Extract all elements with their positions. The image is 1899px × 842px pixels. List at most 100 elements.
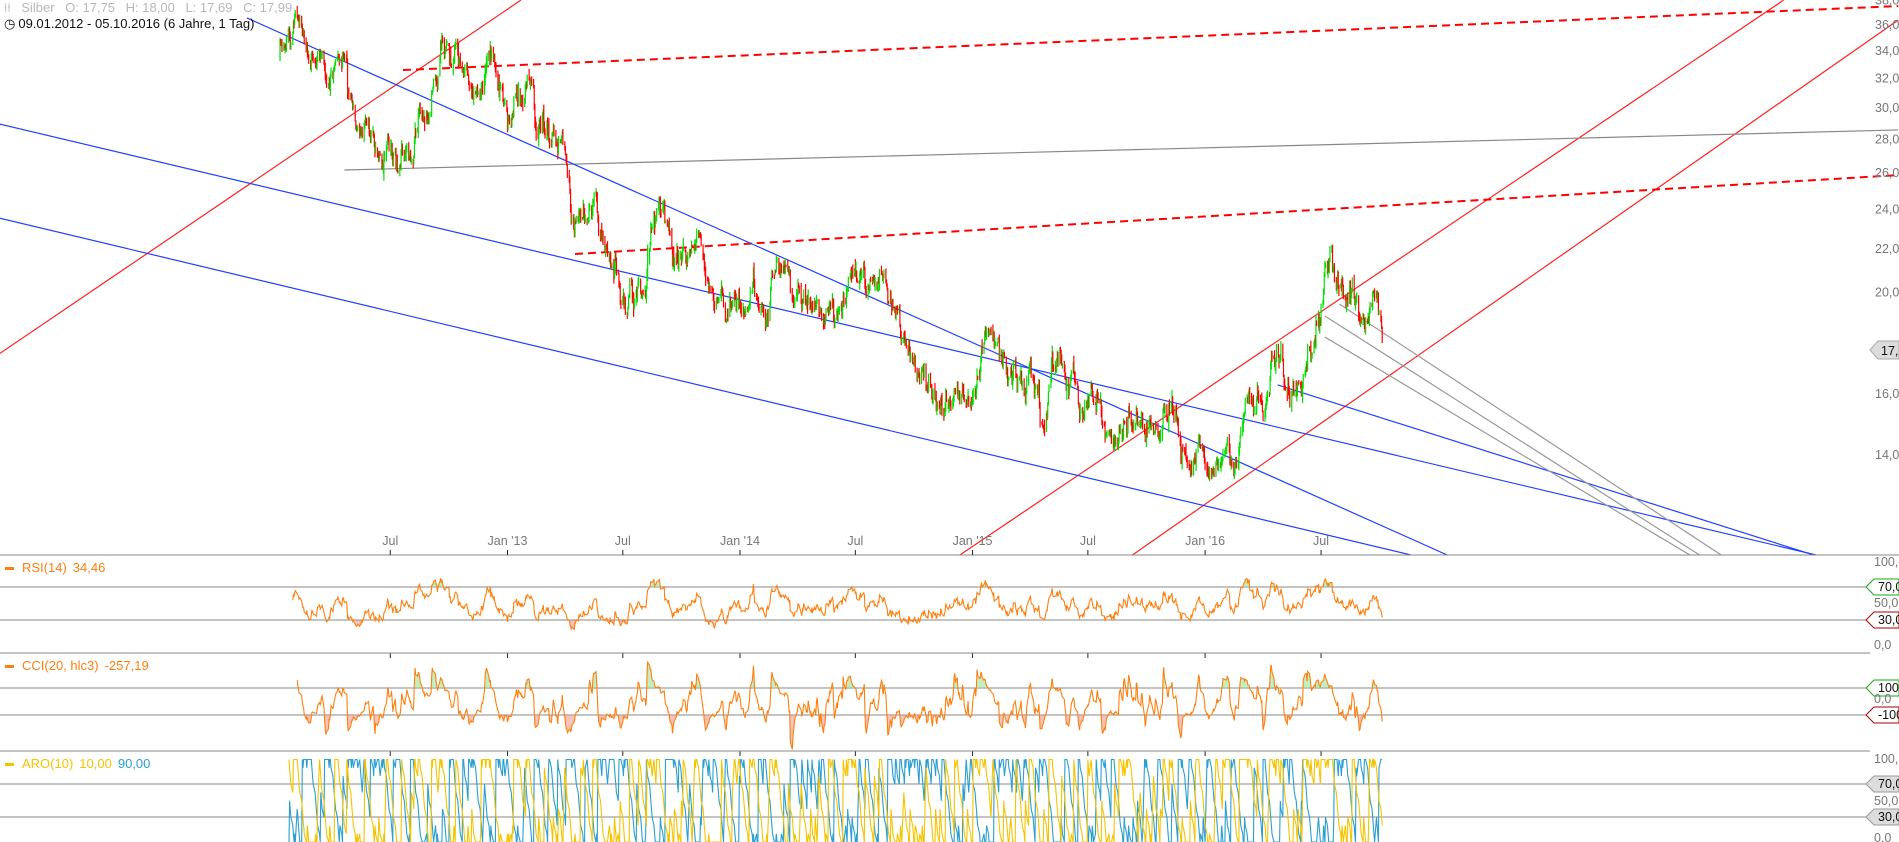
trendline: [1324, 336, 1691, 555]
rsi-line-fill: [1243, 578, 1250, 588]
level-tag-label: 30,0: [1878, 810, 1899, 824]
level-tag: [1865, 611, 1899, 629]
trendline: [1277, 384, 1814, 555]
level-tag: [1865, 808, 1899, 826]
trendline: [959, 0, 1784, 555]
cci-line-fill: [899, 715, 909, 727]
date-tick-label: Jan '15: [953, 534, 993, 548]
date-tick-label: Jul: [847, 534, 863, 548]
aroon-up-value: 10,00: [79, 756, 112, 771]
cci-line-fill: [976, 669, 987, 688]
price-tick-label: 16,00: [1875, 387, 1899, 401]
instrument-name: Silber: [21, 0, 55, 15]
date-tick-label: Jan '16: [1185, 534, 1225, 548]
level-tag: [1865, 706, 1899, 724]
indicator-level-label: 100,0: [1874, 555, 1899, 569]
price-tick-label: 28,00: [1875, 132, 1899, 146]
rsi-line-fill: [1323, 579, 1332, 588]
trendline: [344, 129, 1899, 171]
price-tick-label: 36,00: [1875, 18, 1899, 32]
cci-label: CCI(20, hlc3): [22, 658, 99, 673]
cci-line-fill: [771, 672, 777, 688]
date-range[interactable]: ◷ 09.01.2012 - 05.10.2016 (6 Jahre, 1 Tag…: [4, 16, 261, 32]
rsi-legend[interactable]: RSI(14) 34,46: [5, 560, 111, 575]
rsi-label: RSI(14): [22, 560, 67, 575]
trendline: [1132, 19, 1899, 555]
low-value: L: 17,69: [185, 0, 233, 15]
bar-chart-icon[interactable]: ⫮⫮: [4, 0, 11, 15]
last-price-marker: 17,99: [1869, 340, 1899, 360]
aroon-up-line: [288, 758, 1383, 842]
level-tag: [1865, 775, 1899, 793]
indicator-level-label: 50,0: [1874, 596, 1898, 610]
cci-line-fill: [431, 668, 437, 688]
date-tick-label: Jul: [382, 534, 398, 548]
cci-line-fill: [468, 715, 474, 724]
last-price-label: 17,99: [1881, 344, 1899, 358]
high-value: H: 18,00: [125, 0, 175, 15]
level-tag-label: 100,0: [1878, 681, 1899, 695]
price-tick-label: 30,00: [1875, 101, 1899, 115]
rsi-plot: [292, 577, 1383, 631]
trendline: [1324, 315, 1700, 555]
close-value: C: 17,99: [243, 0, 293, 15]
price-tick-label: 38,00: [1875, 0, 1899, 7]
rsi-line: [292, 577, 1383, 631]
cci-line-fill: [347, 715, 361, 732]
price-tick-label: 32,00: [1875, 72, 1899, 86]
indicator-level-label: 0,0: [1874, 638, 1891, 652]
rsi-swatch: [5, 567, 14, 571]
aroon-down-value: 90,00: [117, 756, 151, 771]
cci-line-fill: [564, 715, 575, 733]
date-tick-label: Jan '13: [488, 534, 528, 548]
cci-line-fill: [647, 662, 660, 688]
cci-line-fill: [750, 665, 754, 688]
rsi-line-fill: [1316, 584, 1319, 588]
cci-value: -257,19: [104, 658, 149, 673]
price-tick-label: 14,00: [1875, 448, 1899, 462]
aroon-down-line: [288, 758, 1383, 842]
cci-swatch: [5, 665, 14, 669]
price-bars: [279, 6, 1383, 482]
trendline: [246, 17, 1448, 555]
aroon-legend[interactable]: ARO(10) 10,00 90,00: [5, 756, 156, 771]
trendline: [0, 123, 1817, 555]
aroon-label: ARO(10): [22, 756, 74, 771]
aroon-swatch: [5, 763, 14, 767]
cci-legend[interactable]: CCI(20, hlc3) -257,19: [5, 658, 155, 673]
date-range-label: 09.01.2012 - 05.10.2016 (6 Jahre, 1 Tag): [18, 16, 255, 31]
cci-line-fill: [1039, 715, 1045, 729]
open-value: O: 17,75: [65, 0, 116, 15]
trendline: [1339, 303, 1722, 555]
indicator-level-label: 0,0: [1874, 692, 1891, 706]
rsi-line-fill: [650, 579, 660, 588]
level-tag-label: 70,0: [1878, 777, 1899, 791]
clock-icon: ◷: [4, 16, 16, 31]
price-tick-label: 34,00: [1875, 44, 1899, 58]
cci-line-fill: [931, 715, 941, 727]
cci-plot: [296, 660, 1383, 750]
indicator-level-label: 0,0: [1874, 831, 1891, 842]
trendline: [0, 217, 1412, 555]
trendline: [402, 5, 1899, 72]
cci-line-fill: [1270, 665, 1275, 688]
price-tick-label: 22,00: [1875, 242, 1899, 256]
cci-line-fill: [306, 715, 312, 723]
cci-line-fill: [324, 715, 330, 735]
trendlines: [0, 0, 1899, 555]
price-axis: 38,00 36,00 34,00 32,00 30,00 28,00 26,00 24,00…: [1875, 0, 1899, 462]
rsi-value: 34,46: [72, 560, 106, 575]
level-tag-label: -100,0: [1878, 708, 1899, 722]
trendline: [0, 0, 522, 355]
cci-line: [296, 660, 1383, 750]
indicator-level-label: 100,0: [1874, 752, 1899, 766]
trendline: [574, 174, 1899, 256]
date-tick-label: Jul: [1080, 534, 1096, 548]
cci-line-fill: [691, 681, 695, 688]
level-tag: [1865, 679, 1899, 697]
indicator-level-label: 50,0: [1874, 794, 1898, 808]
cci-line-fill: [915, 715, 920, 723]
cci-line-fill: [1101, 715, 1107, 734]
last-price-tag: [1869, 340, 1899, 360]
